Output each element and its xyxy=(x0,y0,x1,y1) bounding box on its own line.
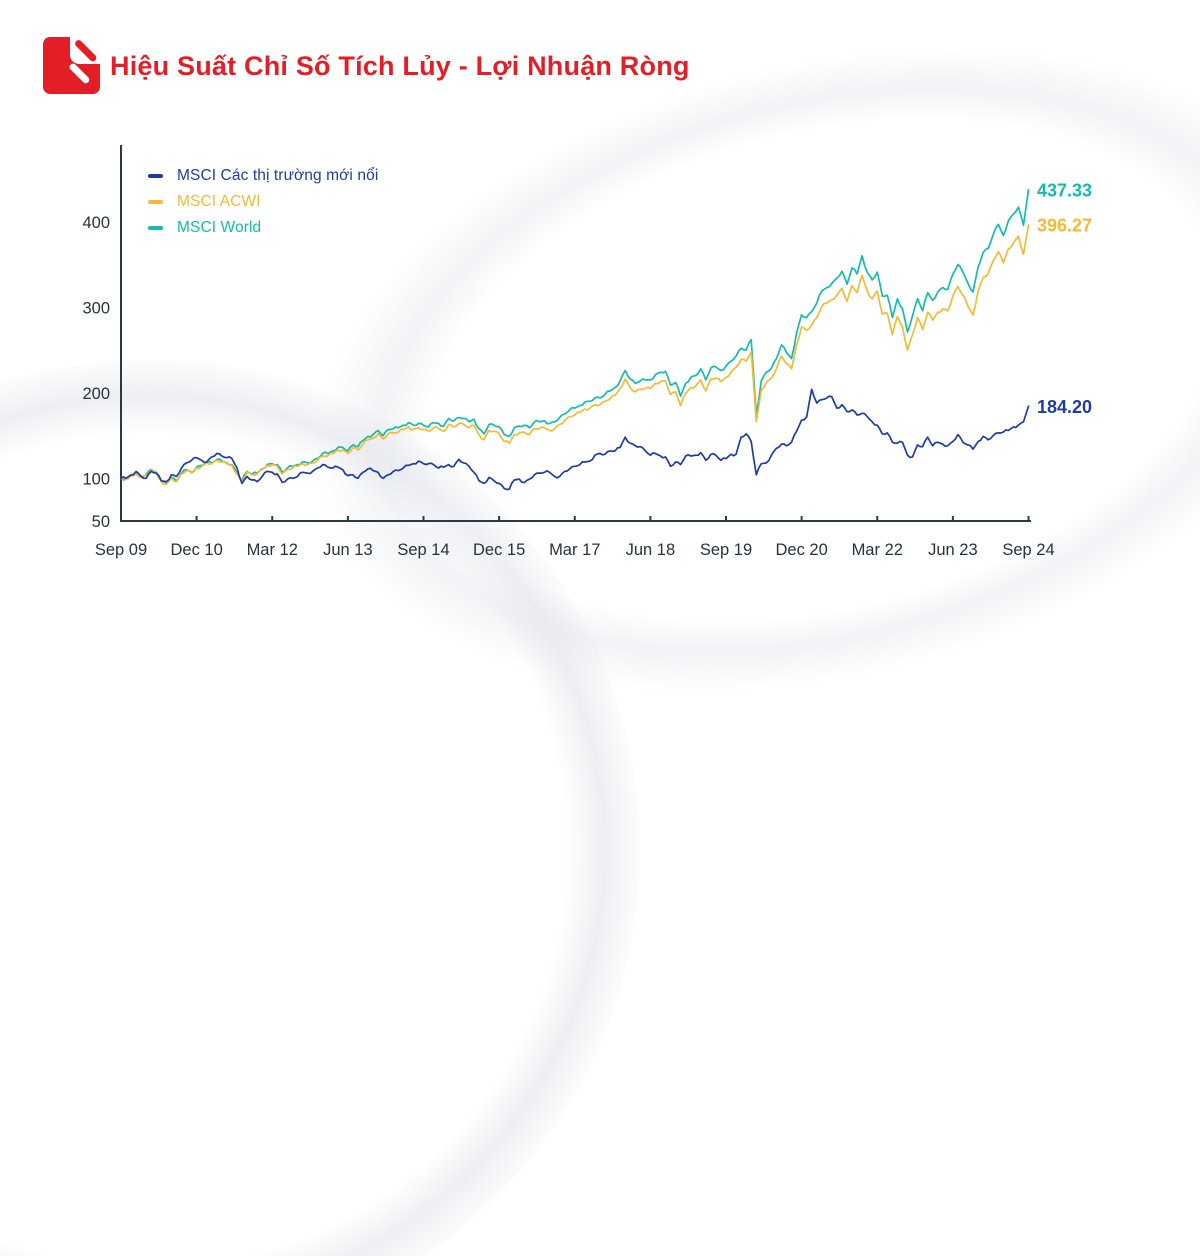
x-tick-label: Mar 22 xyxy=(852,541,903,559)
chart-legend: MSCI Các thị trường mới nổi MSCI ACWI MSCI… xyxy=(148,163,378,241)
series-line-msci-em xyxy=(120,388,1030,491)
performance-line-chart: Sep 09 Dec 10 Mar 12 Jun 13 Sep 14 Dec 15 Mar … xyxy=(82,145,1092,559)
brand-logo-icon xyxy=(43,37,100,94)
x-tick-label: Dec 15 xyxy=(473,541,525,559)
header xyxy=(43,37,100,94)
legend-item-msci-em[interactable]: MSCI Các thị trường mới nổi xyxy=(148,163,378,189)
legend-dash-icon xyxy=(148,174,163,178)
legend-item-msci-acwi[interactable]: MSCI ACWI xyxy=(148,189,378,215)
page-title: Hiệu Suất Chỉ Số Tích Lủy - Lợi Nhuận Rò… xyxy=(110,51,690,81)
series-line-msci-world xyxy=(120,188,1030,485)
series-end-value-msci-acwi: 396.27 xyxy=(1037,215,1092,235)
series-line-msci-acwi xyxy=(120,224,1030,486)
series-end-value-msci-world: 437.33 xyxy=(1037,180,1092,200)
legend-dash-icon xyxy=(148,226,163,230)
legend-label: MSCI World xyxy=(177,219,262,236)
legend-dash-icon xyxy=(148,200,163,204)
x-tick-label: Sep 19 xyxy=(700,541,752,559)
x-tick-label: Mar 17 xyxy=(549,541,600,559)
x-tick-label: Jun 23 xyxy=(928,541,978,559)
x-tick-label: Jun 18 xyxy=(626,541,676,559)
x-tick-label: Dec 10 xyxy=(170,541,222,559)
y-tick-label: 400 xyxy=(82,214,110,232)
x-tick-label: Mar 12 xyxy=(247,541,298,559)
x-tick-label: Sep 14 xyxy=(397,541,449,559)
legend-item-msci-world[interactable]: MSCI World xyxy=(148,215,378,241)
x-tick-label: Sep 09 xyxy=(95,541,147,559)
y-tick-label: 100 xyxy=(82,470,110,488)
legend-label: MSCI ACWI xyxy=(177,193,261,210)
x-tick-label: Jun 13 xyxy=(323,541,373,559)
x-tick-label: Dec 20 xyxy=(775,541,827,559)
series-end-value-msci-em: 184.20 xyxy=(1037,397,1092,417)
legend-label: MSCI Các thị trường mới nổi xyxy=(177,167,379,184)
y-tick-label: 50 xyxy=(92,513,110,531)
x-tick-label: Sep 24 xyxy=(1002,541,1054,559)
y-tick-label: 300 xyxy=(82,299,110,317)
y-tick-label: 200 xyxy=(82,385,110,403)
